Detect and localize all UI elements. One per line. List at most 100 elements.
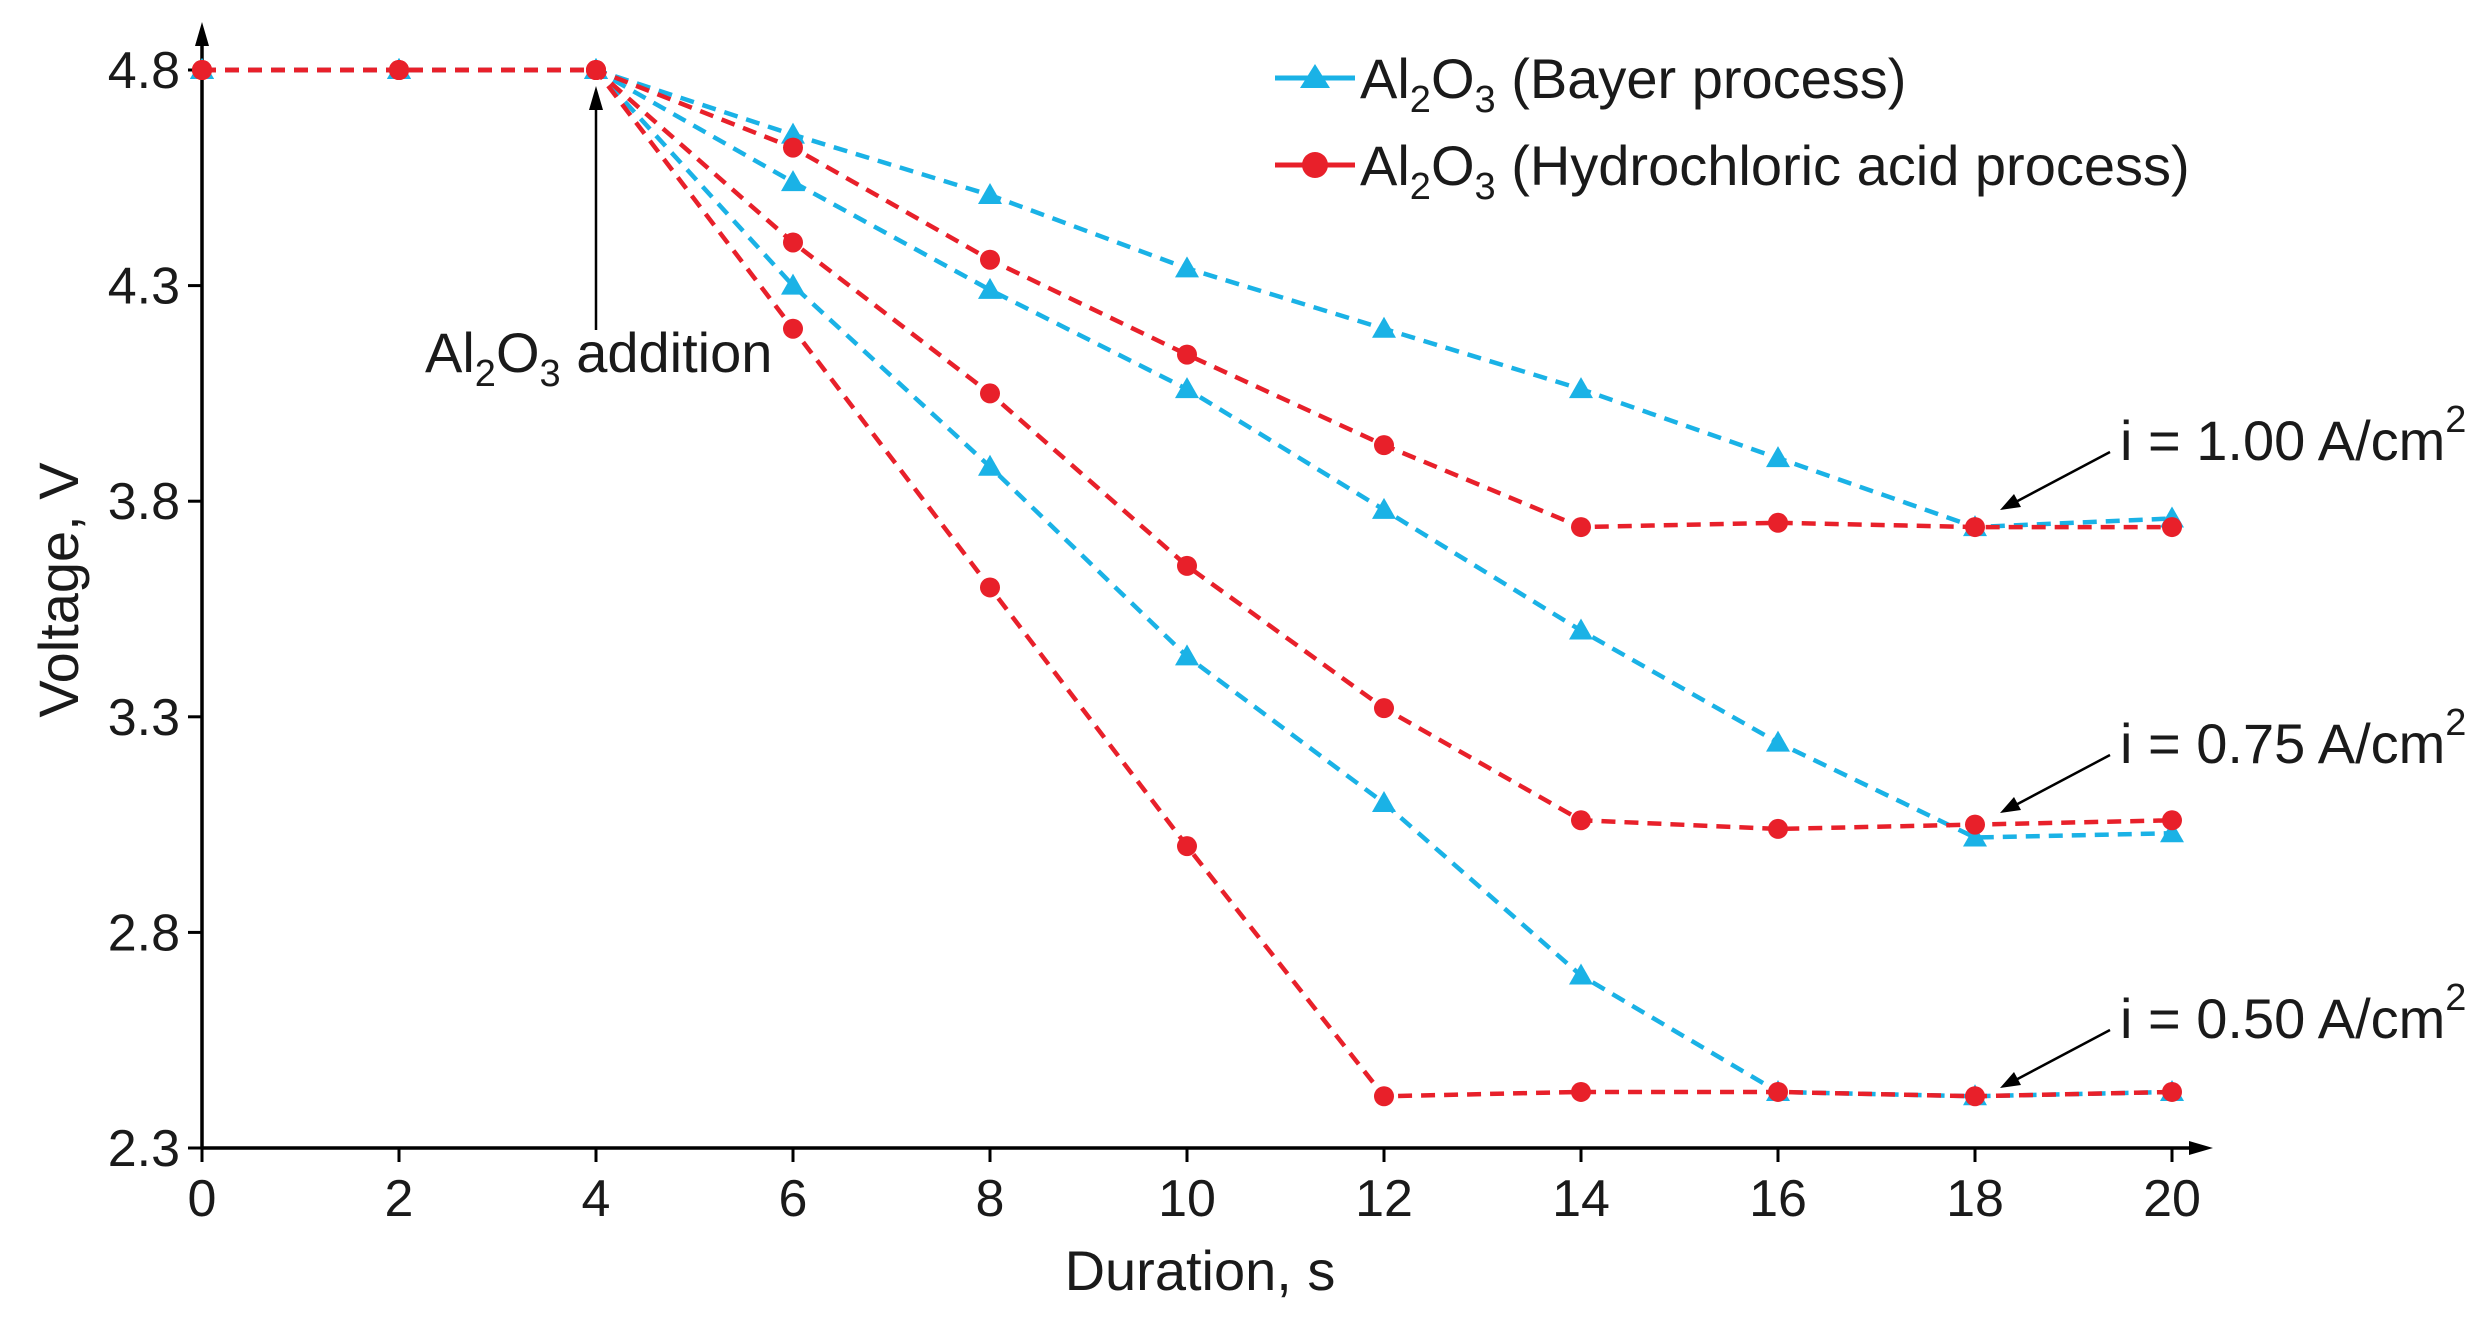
y-tick-label-1: 2.8 bbox=[108, 904, 180, 962]
series-2-point-4 bbox=[978, 454, 1002, 476]
series-5-point-9 bbox=[1965, 1086, 1985, 1107]
series-3-point-8 bbox=[1768, 512, 1788, 533]
x-tick-label-3: 6 bbox=[779, 1170, 808, 1228]
series-0 bbox=[190, 58, 2184, 537]
current-label-3: i = 0.50 A/cm2 bbox=[2120, 977, 2466, 1050]
series-1-point-4 bbox=[978, 277, 1002, 299]
series-3-point-5 bbox=[1177, 344, 1197, 365]
series-1-point-3 bbox=[781, 170, 805, 192]
y-axis-arrow bbox=[195, 22, 209, 46]
addition-annotation: Al2O3 addition bbox=[425, 86, 772, 395]
series-3 bbox=[192, 60, 2182, 538]
y-ticks: 2.3 2.8 3.3 3.8 4.3 4.8 bbox=[108, 42, 202, 1178]
x-tick-label-4: 8 bbox=[976, 1170, 1005, 1228]
series-4-point-3 bbox=[783, 232, 803, 253]
series-1-point-5 bbox=[1175, 377, 1199, 399]
series-1-point-7 bbox=[1569, 618, 1593, 640]
series-5-point-8 bbox=[1768, 1081, 1788, 1102]
x-tick-label-2: 4 bbox=[582, 1170, 611, 1228]
x-tick-label-7: 14 bbox=[1552, 1170, 1610, 1228]
current-annotations: i = 1.00 A/cm2 i = 0.75 A/cm2 i = 0.50 A… bbox=[2000, 399, 2466, 1088]
series-2-point-7 bbox=[1569, 963, 1593, 985]
x-axis-title: Duration, s bbox=[1065, 1239, 1336, 1302]
series-0-point-3 bbox=[781, 122, 805, 144]
series-3-point-3 bbox=[783, 137, 803, 158]
x-tick-label-10: 20 bbox=[2143, 1170, 2201, 1228]
series-5-point-4 bbox=[980, 577, 1000, 598]
x-axis-arrow bbox=[2189, 1141, 2213, 1155]
series-5 bbox=[192, 60, 2182, 1107]
series-3-point-6 bbox=[1374, 435, 1394, 456]
current-leader-head-1 bbox=[2000, 494, 2021, 510]
series-4-point-4 bbox=[980, 383, 1000, 404]
series-1-point-9 bbox=[1963, 825, 1987, 847]
series-4-point-10 bbox=[2162, 810, 2182, 831]
y-axis-title: Voltage, V bbox=[27, 462, 90, 718]
current-leader-head-3 bbox=[2000, 1072, 2021, 1088]
series-0-point-8 bbox=[1766, 446, 1790, 468]
x-tick-label-8: 16 bbox=[1749, 1170, 1807, 1228]
series-line-2 bbox=[202, 67, 2173, 1099]
series-3-point-4 bbox=[980, 249, 1000, 270]
series-5-point-0 bbox=[192, 60, 212, 80]
y-tick-label-5: 4.8 bbox=[108, 42, 180, 100]
series-5-point-7 bbox=[1571, 1081, 1591, 1102]
series-3-point-10 bbox=[2162, 517, 2182, 538]
current-leader-1 bbox=[2009, 450, 2111, 507]
y-tick-label-3: 3.8 bbox=[108, 473, 180, 531]
current-annotation-3: i = 0.50 A/cm2 bbox=[2000, 977, 2466, 1088]
series-0-point-7 bbox=[1569, 377, 1593, 399]
legend-marker-hcl bbox=[1302, 152, 1328, 178]
series-0-point-6 bbox=[1372, 316, 1396, 338]
series-2-point-5 bbox=[1175, 644, 1199, 666]
legend-marker-bayer bbox=[1300, 64, 1330, 88]
x-tick-label-9: 18 bbox=[1946, 1170, 2004, 1228]
current-label-2: i = 0.75 A/cm2 bbox=[2120, 702, 2466, 775]
axes bbox=[195, 22, 2213, 1155]
current-leader-3 bbox=[2009, 1028, 2111, 1085]
series-2 bbox=[190, 58, 2184, 1106]
x-tick-label-6: 12 bbox=[1355, 1170, 1413, 1228]
series-4-point-9 bbox=[1965, 814, 1985, 835]
x-tick-label-5: 10 bbox=[1158, 1170, 1216, 1228]
addition-label: Al2O3 addition bbox=[425, 321, 772, 395]
series-3-point-7 bbox=[1571, 517, 1591, 538]
current-leader-head-2 bbox=[2000, 797, 2021, 813]
series-2-point-3 bbox=[781, 273, 805, 295]
current-annotation-1: i = 1.00 A/cm2 bbox=[2000, 399, 2466, 510]
series-line-5 bbox=[202, 67, 2173, 1099]
legend-label-hcl: Al2O3 (Hydrochloric acid process) bbox=[1360, 134, 2190, 208]
series-2-point-6 bbox=[1372, 791, 1396, 813]
series-5-point-6 bbox=[1374, 1086, 1394, 1107]
series-4-point-6 bbox=[1374, 698, 1394, 719]
series-5-point-1 bbox=[389, 60, 409, 80]
y-tick-label-4: 4.3 bbox=[108, 258, 180, 316]
x-tick-label-1: 2 bbox=[385, 1170, 414, 1228]
legend-item-hcl: Al2O3 (Hydrochloric acid process) bbox=[1275, 134, 2190, 208]
series-5-point-10 bbox=[2162, 1081, 2182, 1102]
x-tick-label-0: 0 bbox=[188, 1170, 217, 1228]
series-4-point-7 bbox=[1571, 810, 1591, 831]
series-5-point-3 bbox=[783, 318, 803, 339]
series-1-point-8 bbox=[1766, 730, 1790, 752]
series-5-point-5 bbox=[1177, 836, 1197, 857]
series-4-point-5 bbox=[1177, 555, 1197, 576]
series-3-point-9 bbox=[1965, 517, 1985, 538]
series-1-point-10 bbox=[2160, 821, 2184, 843]
series-0-point-4 bbox=[978, 183, 1002, 205]
series-5-point-2 bbox=[586, 60, 606, 80]
y-tick-label-2: 3.3 bbox=[108, 689, 180, 747]
x-ticks: 0 2 4 6 8 10 12 14 16 18 20 bbox=[188, 1148, 2201, 1228]
series-0-point-5 bbox=[1175, 256, 1199, 278]
current-leader-2 bbox=[2009, 753, 2111, 810]
legend-item-bayer: Al2O3 (Bayer process) bbox=[1275, 47, 1906, 121]
series-layer bbox=[190, 58, 2184, 1107]
series-4-point-8 bbox=[1768, 818, 1788, 839]
y-tick-label-0: 2.3 bbox=[108, 1120, 180, 1178]
legend: Al2O3 (Bayer process) Al2O3 (Hydrochlori… bbox=[1275, 47, 2190, 208]
series-1-point-6 bbox=[1372, 497, 1396, 519]
addition-arrow-head bbox=[589, 86, 603, 110]
current-label-1: i = 1.00 A/cm2 bbox=[2120, 399, 2466, 472]
current-annotation-2: i = 0.75 A/cm2 bbox=[2000, 702, 2466, 813]
